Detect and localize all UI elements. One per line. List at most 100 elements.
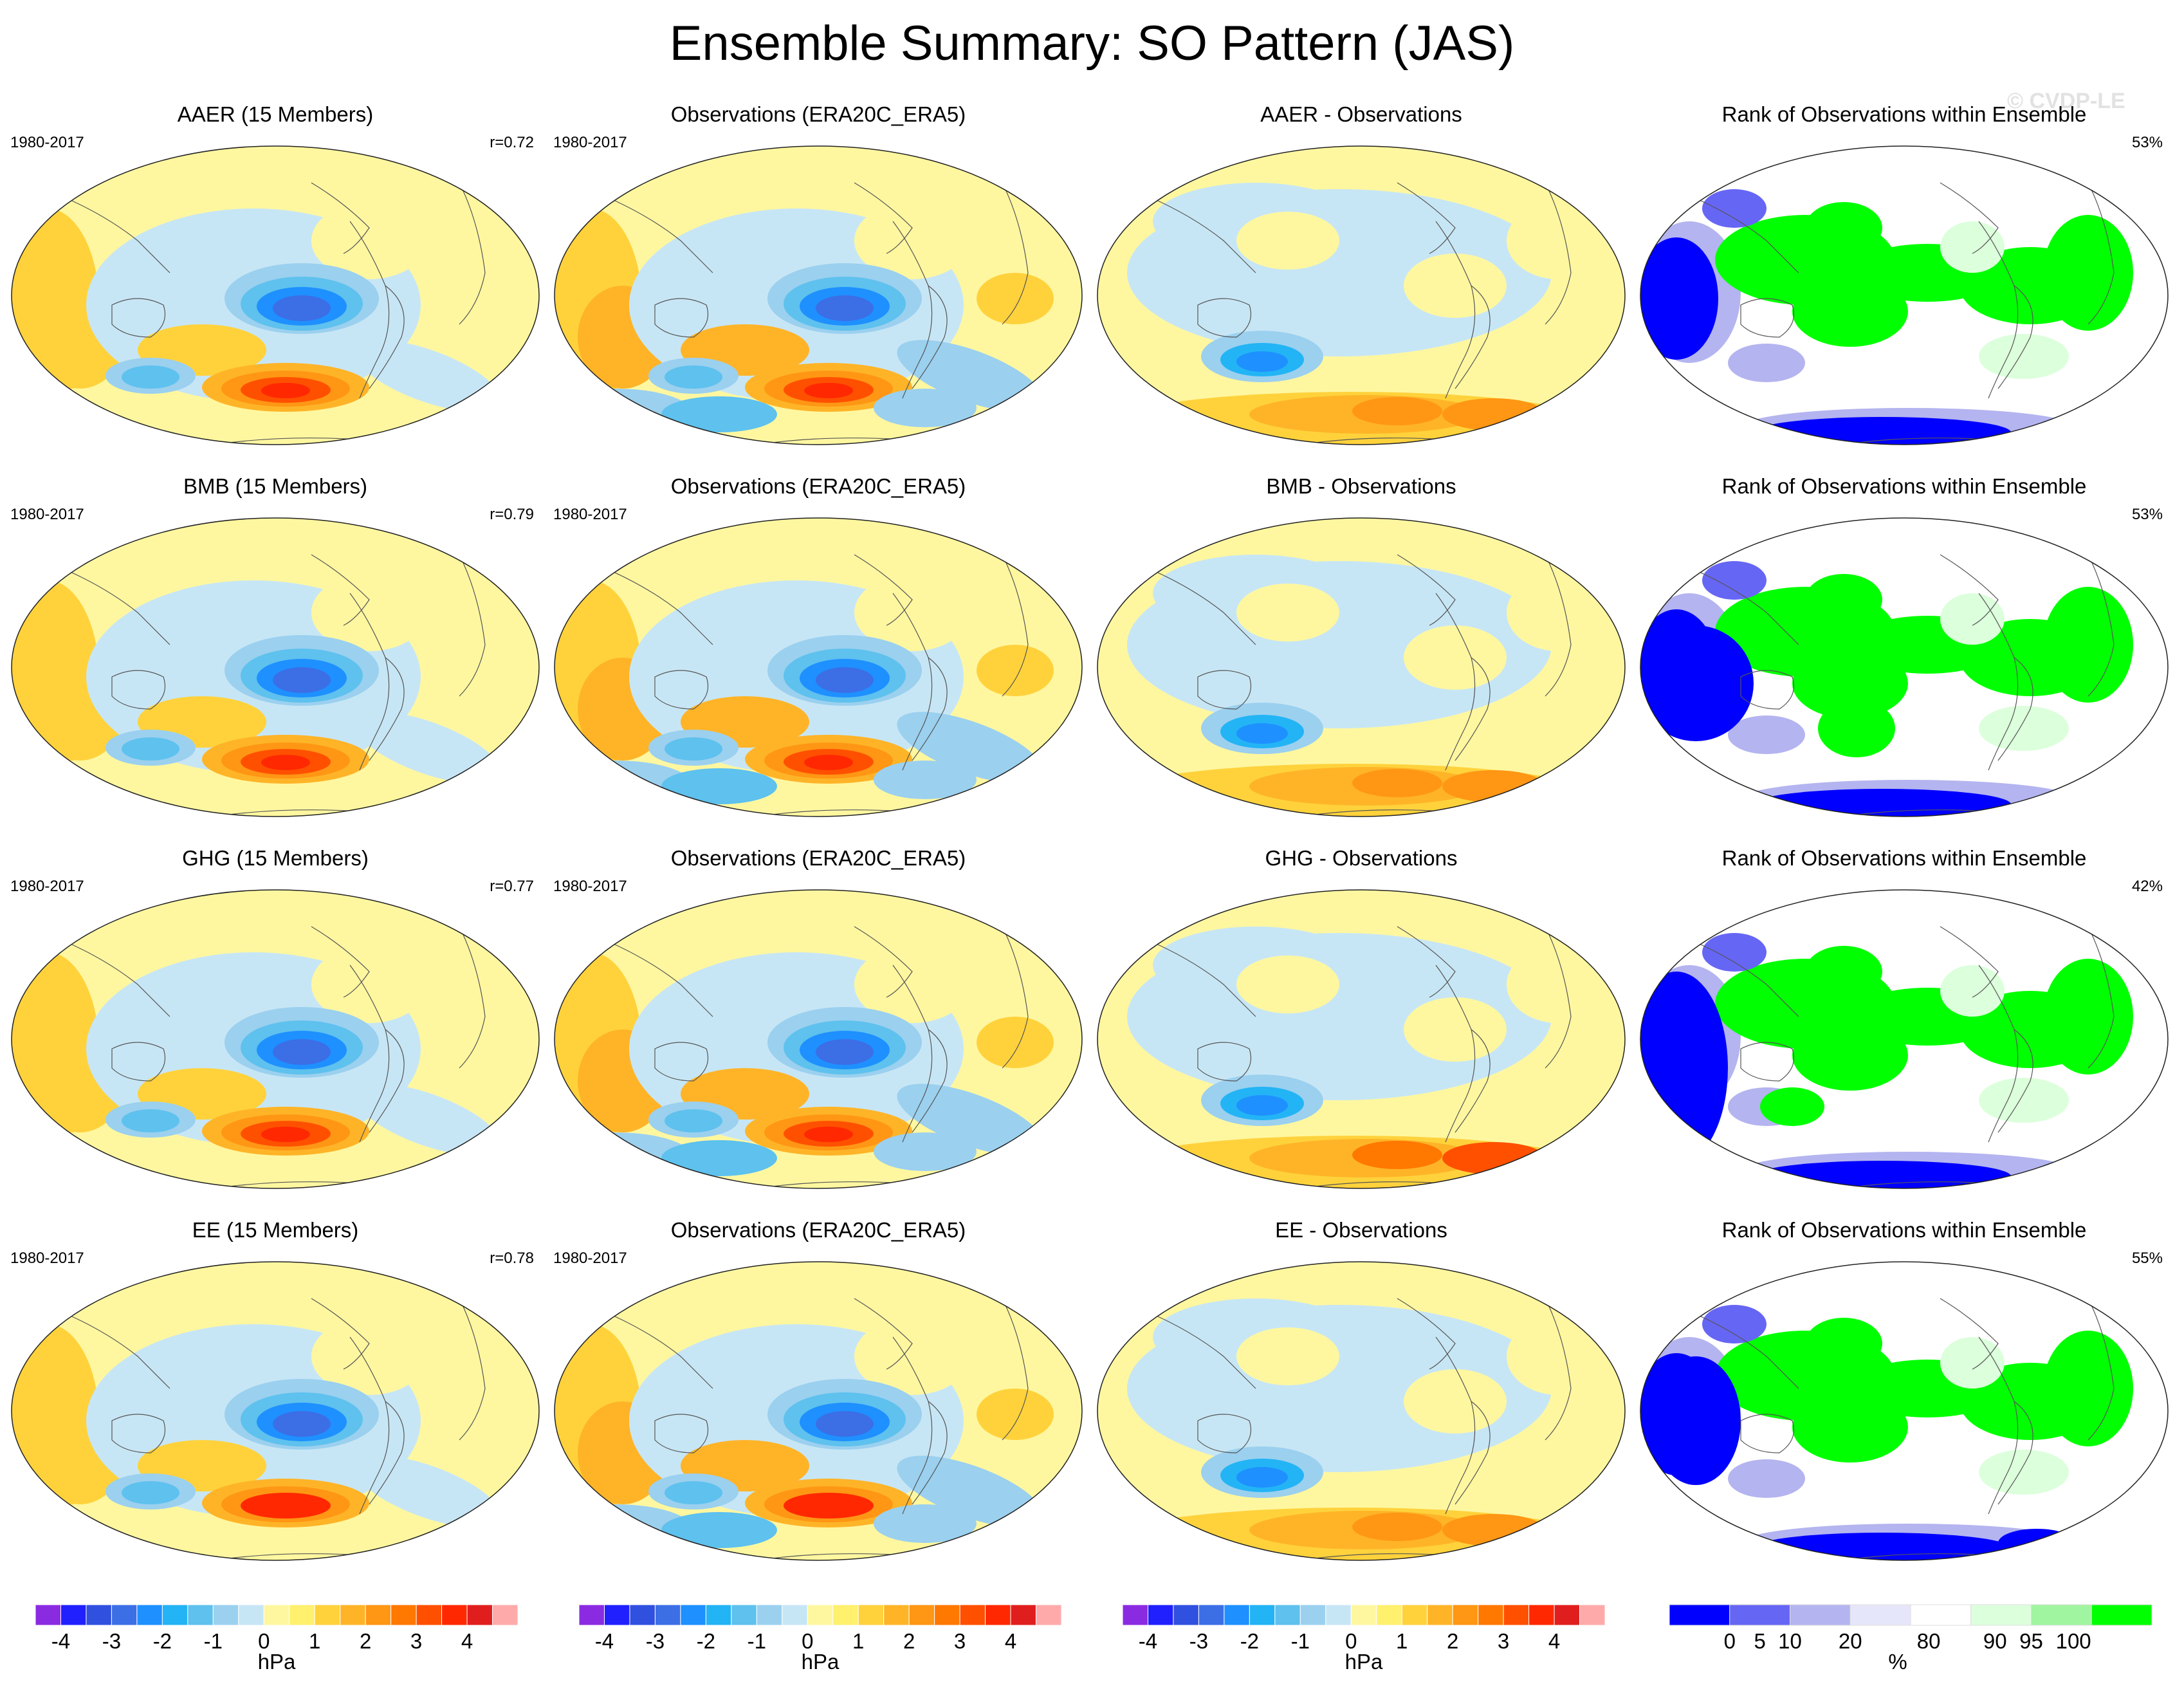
map-panel-obs: Observations (ERA20C_ERA5) 1980-2017: [552, 845, 1085, 1215]
colorbar-swatch: [1528, 1604, 1555, 1626]
map-panel-rank: Rank of Observations within Ensemble 42%: [1638, 845, 2170, 1215]
colorbar-tick-label: -3: [646, 1629, 665, 1653]
rank-region: [2043, 1331, 2133, 1446]
map-border: [11, 517, 540, 817]
anomaly-contour: [874, 1504, 977, 1543]
colorbar-swatch: [782, 1604, 808, 1626]
map-model: [11, 145, 540, 445]
rank-region: [1940, 221, 2005, 273]
rank-region: [1998, 1529, 2075, 1557]
colorbar-swatch: [390, 1604, 417, 1626]
rank-region: [1728, 715, 1805, 754]
map-panel-obs: Observations (ERA20C_ERA5) 1980-2017: [552, 102, 1085, 472]
anomaly-contour: [1352, 769, 1442, 797]
colorbar-tick-label: 90: [1983, 1629, 2007, 1653]
rank-region: [1760, 1087, 1824, 1126]
anomaly-contour: [1352, 1513, 1442, 1541]
anomaly-contour: [816, 667, 874, 693]
colorbar-tick-label: -4: [51, 1629, 70, 1653]
slp-colorbar: -4 -3 -2 -1 0 1 2 3 4 hPa: [35, 1604, 518, 1673]
panel-title: GHG - Observations: [1265, 846, 1458, 870]
colorbar-swatch: [314, 1604, 341, 1626]
rank-region: [1940, 1337, 2005, 1389]
map-border: [554, 889, 1083, 1189]
map-diff: [1097, 889, 1626, 1189]
anomaly-contour: [1236, 584, 1339, 641]
anomaly-contour: [1236, 1467, 1288, 1488]
map-diff: [1097, 1261, 1626, 1561]
anomaly-contour: [1507, 946, 1610, 1023]
rank-region: [1805, 574, 1882, 625]
map-model: [11, 889, 540, 1189]
panel-title: Observations (ERA20C_ERA5): [670, 1218, 966, 1242]
anomaly-contour: [1236, 723, 1288, 744]
colorbar-tick-label: -1: [748, 1629, 766, 1653]
map-border: [1097, 889, 1626, 1189]
rank-region: [1640, 625, 1754, 741]
colorbar-swatch: [1350, 1604, 1377, 1626]
correlation-label: r=0.77: [490, 878, 534, 895]
panel-title: EE - Observations: [1275, 1218, 1447, 1242]
colorbar-tick-label: -2: [1240, 1629, 1259, 1653]
colorbar-tick-label: 3: [410, 1629, 422, 1653]
anomaly-contour: [1236, 351, 1288, 372]
anomaly-contour: [1442, 1142, 1545, 1174]
anomaly-contour: [977, 273, 1054, 324]
colorbar-unit-label: %: [1888, 1650, 1907, 1673]
colorbar-swatch: [187, 1604, 214, 1626]
map-diff: [1097, 145, 1626, 445]
anomaly-contour: [273, 667, 331, 693]
period-label: 1980-2017: [10, 506, 84, 523]
anomaly-contour: [273, 1039, 331, 1065]
colorbar-swatch: [2091, 1604, 2152, 1626]
colorbar-tick-label: -3: [102, 1629, 121, 1653]
slp-colorbar: -4 -3 -2 -1 0 1 2 3 4 hPa: [579, 1604, 1062, 1673]
colorbar-swatch: [985, 1604, 1011, 1626]
colorbar-swatch: [1147, 1604, 1174, 1626]
anomaly-contour: [665, 1109, 722, 1132]
anomaly-contour: [897, 712, 1043, 784]
rank-percent-label: 55%: [2131, 1250, 2163, 1267]
panel-title: BMB - Observations: [1266, 474, 1456, 498]
colorbar-tick-label: 100: [2056, 1629, 2091, 1653]
rank-region: [1754, 1533, 2011, 1560]
colorbar-tick-label: 10: [1778, 1629, 1802, 1653]
rank-region: [1728, 1459, 1805, 1498]
anomaly-contour: [661, 396, 777, 432]
rank-region: [1979, 1078, 2069, 1123]
map-rank: [1640, 145, 2169, 445]
colorbar-swatch: [35, 1604, 61, 1626]
anomaly-contour: [661, 1140, 777, 1176]
anomaly-contour: [854, 574, 970, 651]
panel-title: Rank of Observations within Ensemble: [1721, 846, 2087, 870]
colorbar-tick-label: 0: [1724, 1629, 1736, 1653]
rank-region: [2043, 959, 2133, 1075]
colorbar-swatch: [629, 1604, 656, 1626]
anomaly-contour: [1236, 955, 1339, 1013]
map-rank: [1640, 889, 2169, 1189]
map-panel-rank: Rank of Observations within Ensemble 55%: [1638, 1217, 2170, 1587]
colorbar-swatch: [416, 1604, 443, 1626]
anomaly-contour: [354, 1084, 500, 1156]
anomaly-contour: [273, 1411, 331, 1437]
anomaly-contour: [311, 574, 427, 651]
colorbar-tick-label: 4: [1548, 1629, 1560, 1653]
colorbar-swatch: [1010, 1604, 1037, 1626]
map-obs: [554, 517, 1083, 817]
map-panel-obs: Observations (ERA20C_ERA5) 1980-2017: [552, 1217, 1085, 1587]
rank-percent-label: 42%: [2131, 878, 2163, 895]
colorbar-swatch: [1123, 1604, 1148, 1626]
anomaly-contour: [804, 1127, 853, 1142]
colorbar-tick-label: 80: [1917, 1629, 1941, 1653]
rank-region: [1818, 699, 1895, 757]
map-border: [11, 889, 540, 1189]
anomaly-contour: [897, 1084, 1043, 1156]
map-border: [554, 145, 1083, 445]
map-border: [11, 145, 540, 445]
colorbar-swatch: [1579, 1604, 1606, 1626]
anomaly-contour: [261, 1499, 310, 1514]
coastline: [60, 182, 537, 445]
rank-percent-label: 53%: [2131, 506, 2163, 523]
map-border: [1097, 517, 1626, 817]
colorbar-swatch: [86, 1604, 112, 1626]
